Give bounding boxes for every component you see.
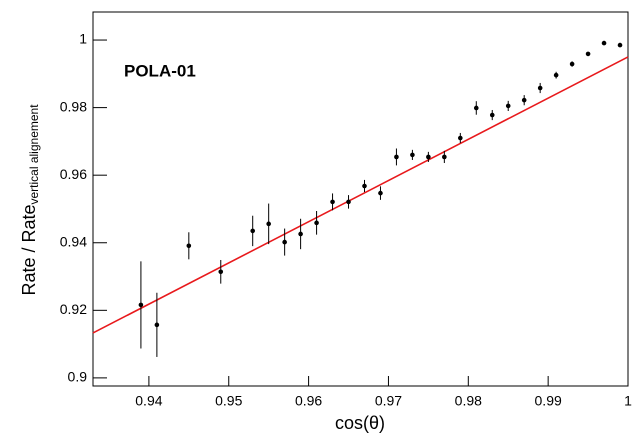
annotation: POLA-01 <box>124 61 196 80</box>
data-point <box>314 220 319 226</box>
data-point <box>426 154 431 160</box>
data-point <box>489 112 495 118</box>
x-tick-label: 0.96 <box>295 393 322 409</box>
data-point <box>521 97 527 103</box>
data-point <box>537 85 543 91</box>
data-point <box>266 221 271 227</box>
data-point <box>186 243 192 249</box>
data-point <box>458 135 463 141</box>
data-point <box>410 152 415 158</box>
y-axis-title-main: Rate / Rate <box>19 205 39 296</box>
data-point <box>553 72 559 78</box>
data-point <box>394 154 399 160</box>
x-axis-title: cos(θ) <box>335 413 385 433</box>
y-tick-label: 0.9 <box>68 369 88 385</box>
y-tick-label: 0.96 <box>60 166 87 182</box>
x-tick-label: 1 <box>624 393 632 409</box>
data-point <box>282 239 287 245</box>
data-point <box>601 40 607 46</box>
data-point <box>569 61 575 67</box>
fit-line <box>92 56 629 334</box>
data-point <box>346 199 351 205</box>
y-tick-label: 0.94 <box>60 233 87 249</box>
x-tick-label: 0.99 <box>535 393 562 409</box>
y-tick-label: 1 <box>79 31 87 47</box>
data-point <box>505 103 511 109</box>
y-tick-label: 0.92 <box>60 301 87 317</box>
data-point <box>362 183 367 189</box>
data-point <box>617 42 623 48</box>
x-tick-label: 0.94 <box>135 393 162 409</box>
y-axis-title: Rate / Ratevertical alignement <box>19 104 41 296</box>
plot-frame <box>92 11 629 387</box>
data-point <box>378 190 383 196</box>
data-point <box>250 228 256 234</box>
data-point <box>473 105 479 111</box>
data-point <box>154 322 160 328</box>
y-tick-label: 0.98 <box>60 98 87 114</box>
data-point <box>442 154 447 160</box>
x-tick-label: 0.97 <box>375 393 402 409</box>
y-axis-title-sub: vertical alignement <box>27 104 41 205</box>
x-tick-label: 0.98 <box>455 393 482 409</box>
data-point <box>298 231 303 237</box>
data-point <box>585 51 591 57</box>
data-point <box>218 269 224 275</box>
x-tick-label: 0.95 <box>215 393 242 409</box>
data-point <box>138 302 144 308</box>
data-point <box>330 199 335 205</box>
